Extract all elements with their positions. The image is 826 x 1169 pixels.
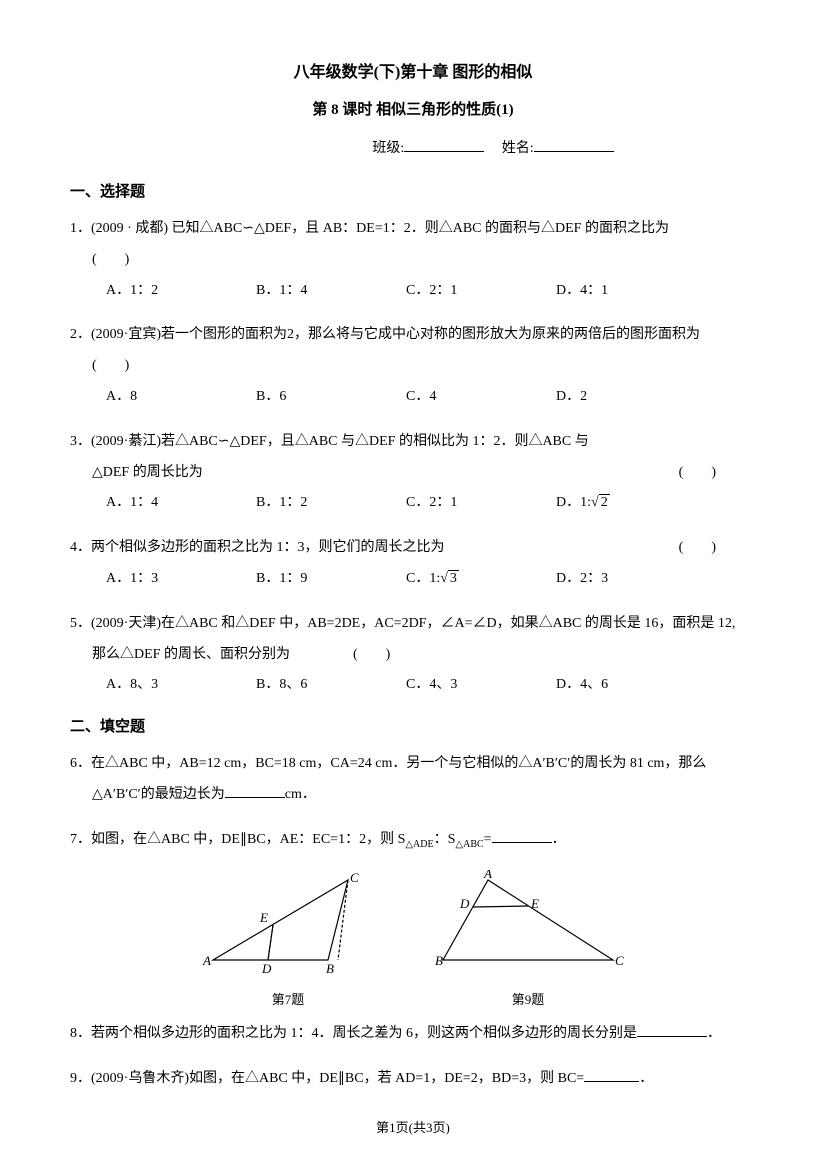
section1-heading: 一、选择题 [70,180,756,204]
q3-opt-a: A．1：4 [106,488,256,519]
fig9-label-e: E [530,896,539,911]
q2-num: 2． [70,327,91,342]
q8-post: ． [707,1026,721,1041]
fig7-label-c: C [350,870,359,885]
q1-opt-c: C．2：1 [406,276,556,307]
question-1: 1．(2009 · 成都) 已知△ABC∽△DEF，且 AB：DE=1：2．则△… [70,214,756,306]
q5-opt-c: C．4、3 [406,670,556,701]
q9-text-pre: (2009·乌鲁木齐)如图，在△ABC 中，DE∥BC，若 AD=1，DE=2，… [91,1071,584,1086]
question-5: 5．(2009·天津)在△ABC 和△DEF 中，AB=2DE，AC=2DF，∠… [70,609,756,701]
question-4: 4．两个相似多边形的面积之比为 1：3，则它们的周长之比为 ( ) A．1：3 B… [70,533,756,595]
question-3: 3．(2009·綦江)若△ABC∽△DEF，且△ABC 与△DEF 的相似比为 … [70,427,756,519]
main-title: 八年级数学(下)第十章 图形的相似 [70,60,756,86]
q2-opt-c: C．4 [406,382,556,413]
fig9-label-b: B [435,953,443,968]
fig7-label-a: A [202,953,211,968]
sub-title: 第 8 课时 相似三角形的性质(1) [70,98,756,122]
q1-opt-d: D．4：1 [556,276,706,307]
q7-eq: = [484,832,492,847]
q3-text2: △DEF 的周长比为 [92,465,203,480]
fig9-label-d: D [459,896,470,911]
q4-opt-c: C．1:3 [406,564,556,595]
q2-opt-b: B．6 [256,382,406,413]
q4-opt-d: D．2：3 [556,564,706,595]
q7-sub1: △ADE [405,839,433,850]
question-8: 8．若两个相似多边形的面积之比为 1：4．周长之差为 6，则这两个相似多边形的周… [70,1019,756,1050]
fig9-caption: 第9题 [428,990,628,1011]
q7-blank[interactable] [492,827,552,843]
name-label: 姓名: [502,141,534,156]
q9-post: ． [639,1071,653,1086]
question-6: 6．在△ABC 中，AB=12 cm，BC=18 cm，CA=24 cm．另一个… [70,749,756,811]
q1-opt-a: A．1：2 [106,276,256,307]
q1-opt-b: B．1：4 [256,276,406,307]
q6-text2-post: cm． [285,787,316,802]
q6-text2-pre: △A′B′C′的最短边长为 [92,787,225,802]
q4-num: 4． [70,540,91,555]
q5-text: (2009·天津)在△ABC 和△DEF 中，AB=2DE，AC=2DF，∠A=… [91,616,735,631]
q6-blank[interactable] [225,782,285,798]
q4-paren: ( ) [701,533,716,564]
q5-opt-a: A．8、3 [106,670,256,701]
q7-num: 7． [70,832,91,847]
figure-9: A B C D E 第9题 [428,870,628,1011]
q3-text: (2009·綦江)若△ABC∽△DEF，且△ABC 与△DEF 的相似比为 1：… [91,434,589,449]
q8-num: 8． [70,1026,91,1041]
q8-blank[interactable] [637,1021,707,1037]
page-footer: 第1页(共3页) [0,1118,826,1139]
q5-text2: 那么△DEF 的周长、面积分别为 [92,647,290,662]
q6-num: 6． [70,756,91,771]
q9-num: 9． [70,1071,91,1086]
q2-text: (2009·宜宾)若一个图形的面积为2，那么将与它成中心对称的图形放大为原来的两… [91,327,700,342]
q6-text: 在△ABC 中，AB=12 cm，BC=18 cm，CA=24 cm．另一个与它… [91,756,706,771]
fig7-label-b: B [326,961,334,976]
q2-opt-d: D．2 [556,382,706,413]
q7-text-pre: 如图，在△ABC 中，DE∥BC，AE：EC=1：2，则 S [91,832,405,847]
figures-row: A B C D E 第7题 A B C D E 第9题 [70,870,756,1011]
q4-text: 两个相似多边形的面积之比为 1：3，则它们的周长之比为 [91,540,445,555]
q1-num: 1． [70,221,91,236]
fig7-caption: 第7题 [198,990,378,1011]
q3-opt-b: B．1：2 [256,488,406,519]
fig9-label-c: C [615,953,624,968]
q1-text: (2009 · 成都) 已知△ABC∽△DEF，且 AB：DE=1：2．则△AB… [91,221,669,236]
section2-heading: 二、填空题 [70,715,756,739]
q3-num: 3． [70,434,91,449]
fig9-label-a: A [483,870,492,881]
q4-opt-b: B．1：9 [256,564,406,595]
question-2: 2．(2009·宜宾)若一个图形的面积为2，那么将与它成中心对称的图形放大为原来… [70,320,756,412]
q2-paren: ( ) [92,358,129,373]
q4-opt-a: A．1：3 [106,564,256,595]
q5-num: 5． [70,616,91,631]
q5-opt-b: B．8、6 [256,670,406,701]
q7-post: ． [552,832,566,847]
q7-sub2: △ABC [455,839,483,850]
figure-7: A B C D E 第7题 [198,870,378,1011]
name-blank[interactable] [534,136,614,152]
q3-opt-c: C．2：1 [406,488,556,519]
fig7-label-d: D [261,961,272,976]
fig7-label-e: E [259,910,268,925]
q8-text-pre: 若两个相似多边形的面积之比为 1：4．周长之差为 6，则这两个相似多边形的周长分… [91,1026,637,1041]
q3-opt-d: D．1:2 [556,488,706,519]
q7-mid: ：S [434,832,456,847]
class-blank[interactable] [404,136,484,152]
q2-opt-a: A．8 [106,382,256,413]
question-7: 7．如图，在△ABC 中，DE∥BC，AE：EC=1：2，则 S△ADE：S△A… [70,825,756,856]
class-label: 班级: [372,141,404,156]
q1-paren: ( ) [92,252,129,267]
q3-paren: ( ) [679,458,716,489]
q5-opt-d: D．4、6 [556,670,706,701]
meta-line: 班级: 姓名: [70,136,756,160]
q5-paren: ( ) [353,647,390,662]
q9-blank[interactable] [584,1066,639,1082]
question-9: 9．(2009·乌鲁木齐)如图，在△ABC 中，DE∥BC，若 AD=1，DE=… [70,1064,756,1095]
